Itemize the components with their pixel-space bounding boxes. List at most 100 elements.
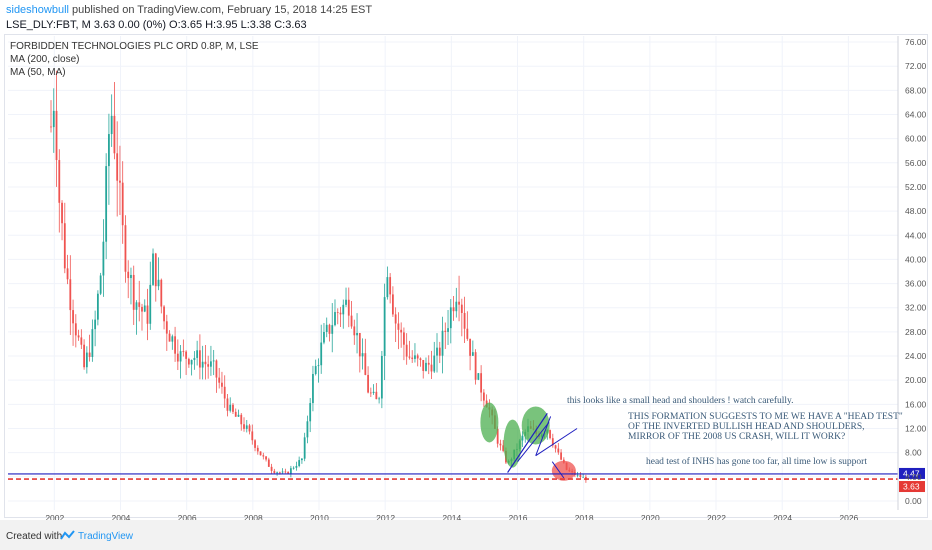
candle-body (58, 160, 61, 203)
x-tick-label: 2010 (310, 513, 329, 520)
candle-body (265, 456, 267, 460)
candle-body (576, 474, 579, 476)
y-tick-label: 76.00 (905, 37, 927, 47)
candle-body (267, 459, 270, 467)
candle-body (502, 445, 505, 451)
candle-body (207, 364, 210, 367)
candle-body (367, 374, 369, 393)
candle-body (298, 460, 301, 466)
price-chart[interactable]: 4.47 3.63 0.00 4.00 8.00 12.00 16.00 20.00 24.0… (0, 0, 932, 520)
candle-body (436, 347, 438, 356)
candle-body (187, 358, 190, 365)
price-axis[interactable]: 0.00 4.00 8.00 12.00 16.00 20.00 24.00 28.00 32.… (897, 36, 927, 510)
candle-body (403, 332, 405, 345)
y-tick-label: 36.00 (905, 279, 927, 289)
candle-body (196, 350, 199, 358)
candle-body (328, 324, 331, 334)
candle-body (276, 472, 278, 474)
candle-body (245, 425, 248, 429)
candle-body (336, 312, 339, 313)
legend-ma50[interactable]: MA (50, MA) (10, 67, 66, 78)
y-tick-label: 60.00 (905, 134, 927, 144)
candle-body (61, 202, 63, 224)
price-badge-3.63 (899, 481, 925, 493)
horizontal-lines: 4.47 3.63 (8, 467, 925, 493)
y-tick-label: 48.00 (905, 206, 927, 216)
candle-body (477, 373, 480, 380)
candle-body (143, 305, 146, 312)
y-tick-label: 56.00 (905, 158, 927, 168)
chart-frame[interactable] (4, 34, 928, 518)
candle-body (449, 307, 452, 329)
candle-body (96, 293, 99, 320)
candle-body (154, 253, 157, 287)
x-tick-label: 2022 (707, 513, 726, 520)
candle-body (160, 279, 163, 307)
candle-body (397, 323, 400, 330)
candle-body (69, 279, 72, 311)
candle-body (301, 458, 303, 461)
tradingview-brand[interactable]: TradingView (78, 531, 134, 542)
candle-body (295, 465, 298, 468)
candle-body (204, 361, 207, 365)
trendline-2 (517, 422, 550, 463)
candle-body (176, 353, 179, 362)
candle-body (174, 336, 176, 354)
candle-body (466, 328, 469, 339)
y-tick-label: 32.00 (905, 303, 927, 313)
candle-body (554, 445, 557, 449)
publish-info: sideshowbull published on TradingView.co… (6, 4, 372, 16)
candle-body (226, 398, 229, 411)
candle-body (557, 448, 560, 453)
candle-body (130, 274, 132, 279)
candle-body (383, 297, 386, 356)
annotation-small-head-shoulders: this looks like a small head and shoulde… (567, 395, 794, 406)
x-tick-label: 2020 (641, 513, 660, 520)
y-tick-label: 0.00 (905, 496, 922, 506)
candle-body (378, 398, 381, 400)
candle-body (83, 344, 85, 368)
x-tick-label: 2006 (178, 513, 197, 520)
candle-body (422, 359, 425, 371)
legend-ma200[interactable]: MA (200, close) (10, 54, 80, 65)
candle-body (262, 455, 265, 457)
candle-body (251, 431, 254, 441)
candle-body (482, 392, 485, 401)
candle-body (182, 351, 185, 352)
time-axis[interactable]: 2002 2004 2006 2008 2010 2012 2014 2016 2018 2020… (45, 513, 858, 520)
candle-body (284, 471, 287, 473)
x-tick-label: 2008 (244, 513, 263, 520)
y-tick-label: 28.00 (905, 327, 927, 337)
trendline-4 (535, 428, 578, 457)
author-link[interactable]: sideshowbull (6, 4, 69, 16)
x-tick-label: 2024 (773, 513, 792, 520)
legend-title: FORBIDDEN TECHNOLOGIES PLC ORD 0.8P, M, … (10, 41, 259, 52)
candle-body (303, 437, 306, 459)
candle-body (579, 474, 582, 478)
header-bar: sideshowbull published on TradingView.co… (0, 0, 932, 34)
candle-body (455, 301, 458, 312)
candle-body (463, 312, 466, 329)
candle-body (50, 126, 52, 128)
candle-body (287, 471, 290, 474)
candle-body (179, 351, 182, 362)
candle-body (77, 335, 80, 338)
candle-body (190, 360, 193, 365)
candle-body (146, 305, 149, 324)
candle-body (66, 268, 69, 280)
right-shoulder-highlight (521, 406, 550, 445)
candle-body (408, 356, 411, 358)
candle-body (215, 360, 218, 378)
candle-body (119, 180, 121, 183)
candle-body (52, 110, 55, 128)
candle-body (447, 328, 449, 332)
candle-body (55, 110, 58, 161)
y-tick-label: 20.00 (905, 375, 927, 385)
candle-body (364, 353, 367, 375)
candle-body (218, 377, 221, 383)
y-tick-label: 52.00 (905, 182, 927, 192)
candle-body (471, 352, 474, 356)
candle-body (138, 302, 141, 307)
candle-body (309, 403, 312, 422)
candle-body (312, 373, 314, 404)
